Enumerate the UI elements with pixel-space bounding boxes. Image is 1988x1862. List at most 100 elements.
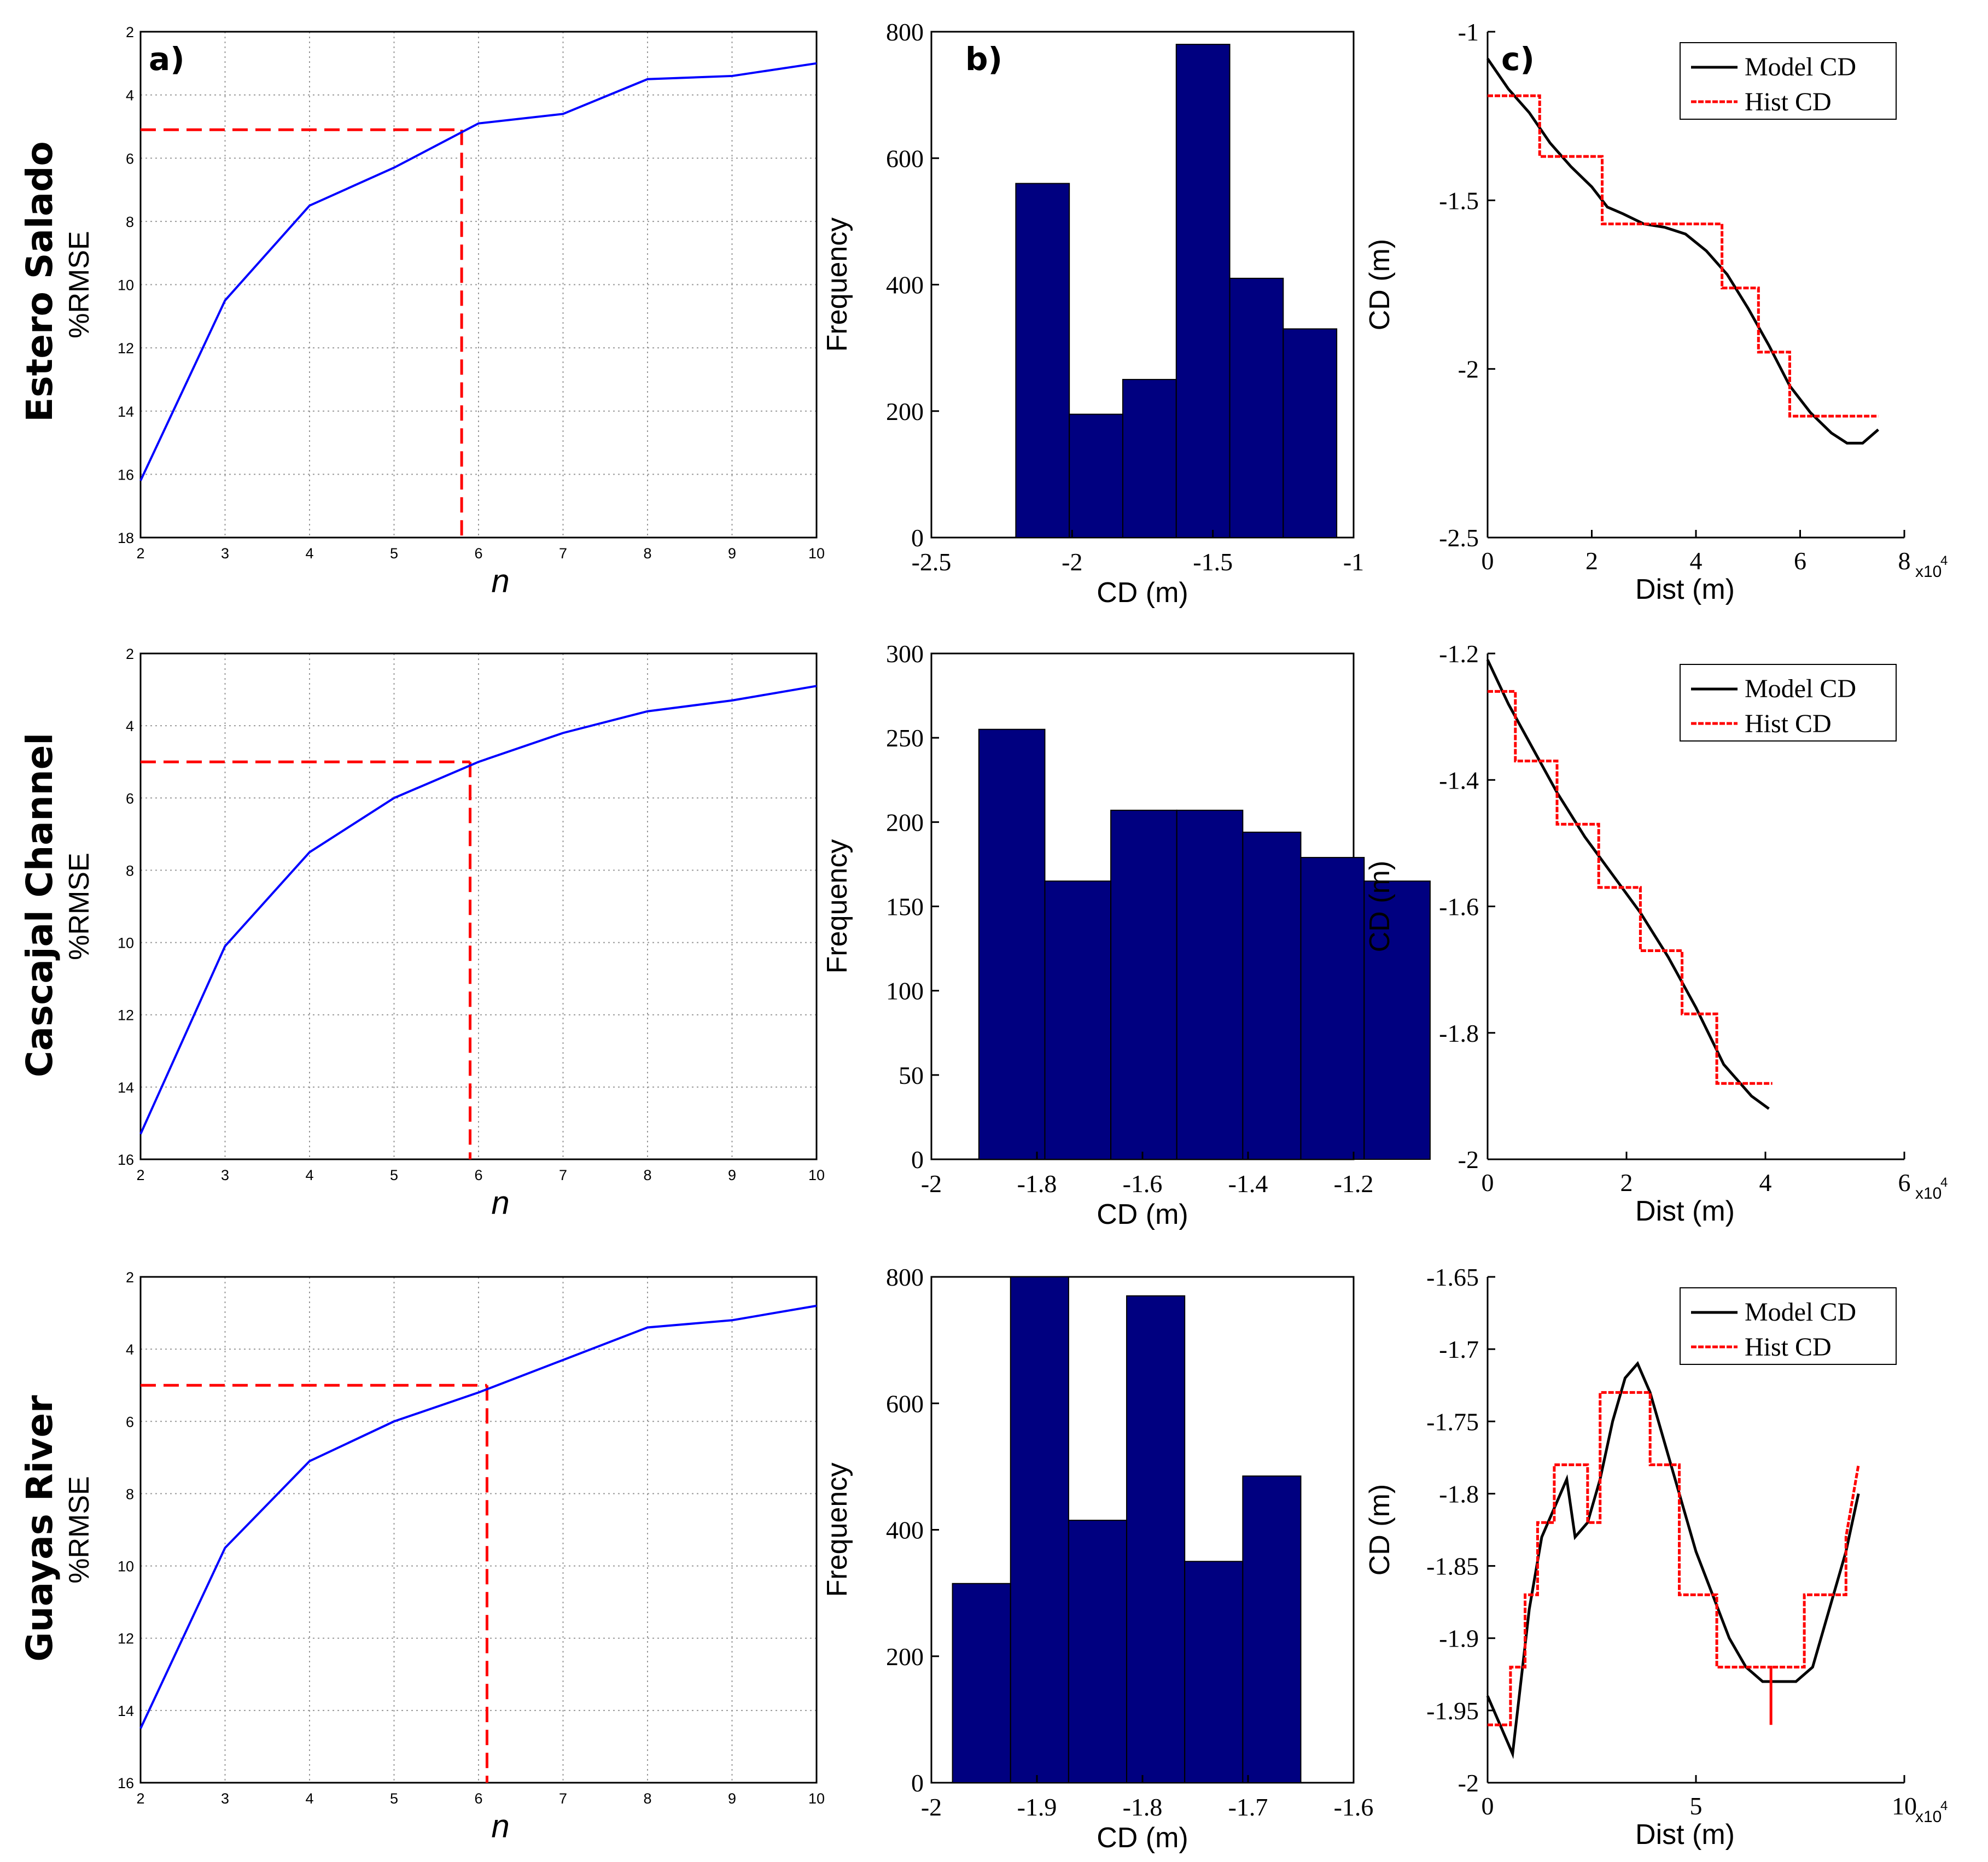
- x-tick-label: 4: [305, 1167, 313, 1183]
- x-tick-label: 10: [1892, 1792, 1917, 1820]
- x-tick-label: 0: [1482, 547, 1494, 575]
- legend-label-hist: Hist CD: [1745, 1333, 1832, 1362]
- y-tick-label: 12: [118, 1007, 134, 1024]
- model-cd-line: [1486, 1361, 1860, 1759]
- x-multiplier: x10: [1915, 1808, 1942, 1826]
- y-tick-label: 14: [118, 1079, 134, 1096]
- legend-label-hist: Hist CD: [1745, 87, 1832, 116]
- x-tick-label: 6: [1794, 547, 1806, 575]
- y-tick-label: 4: [126, 87, 134, 104]
- hist-cd-line: [1488, 1391, 1860, 1726]
- x-tick-label: 9: [728, 545, 736, 562]
- panel-tag-c: c): [1501, 40, 1535, 78]
- histogram-bar: [952, 1583, 1011, 1783]
- y-tick-label: 18: [118, 530, 134, 546]
- x-tick-label: 5: [390, 1790, 398, 1807]
- model-cd-line: [1486, 659, 1770, 1110]
- x-tick-label: 5: [390, 545, 398, 562]
- x-tick-label: -1.7: [1228, 1793, 1268, 1821]
- y-tick-label: 600: [886, 144, 924, 172]
- y-axis-label: Frequency: [821, 1463, 853, 1597]
- y-tick-label: 10: [118, 1559, 134, 1575]
- x-tick-label: 8: [643, 1167, 651, 1183]
- y-tick-label: 4: [126, 718, 134, 734]
- x-tick-label: 4: [1759, 1169, 1772, 1196]
- x-axis-label: Dist (m): [1635, 1195, 1735, 1227]
- y-axis-label: CD (m): [1364, 1484, 1396, 1576]
- y-tick-label: -1.4: [1439, 766, 1479, 794]
- y-tick-label: 8: [126, 214, 134, 230]
- y-tick-label: -1.95: [1426, 1697, 1479, 1725]
- histogram-bar: [1126, 1295, 1186, 1783]
- row-label-cascajal-channel: Cascajal Channel: [19, 733, 61, 1077]
- y-tick-label: 2: [126, 646, 134, 662]
- y-tick-label: -2: [1458, 1146, 1479, 1174]
- x-tick-label: 4: [1690, 547, 1703, 575]
- y-tick-label: 0: [911, 1769, 924, 1797]
- y-tick-label: 400: [886, 1516, 924, 1544]
- y-tick-label: 16: [118, 1152, 134, 1168]
- y-tick-label: 4: [126, 1341, 134, 1358]
- y-tick-label: -2.5: [1439, 524, 1479, 552]
- y-tick-label: 800: [886, 1263, 924, 1291]
- x-tick-label: 5: [1690, 1792, 1703, 1820]
- rmse-series-line: [139, 685, 817, 1135]
- x-tick-label: 0: [1482, 1792, 1494, 1820]
- x-tick-label: 2: [136, 1167, 144, 1183]
- y-tick-label: 2: [126, 24, 134, 40]
- x-tick-label: 3: [221, 1167, 229, 1183]
- y-tick-label: 100: [886, 977, 924, 1005]
- x-tick-label: -1.8: [1017, 1170, 1057, 1198]
- legend-label-model: Model CD: [1745, 674, 1856, 703]
- y-tick-label: -2: [1458, 355, 1479, 383]
- x-tick-label: -1.8: [1123, 1793, 1163, 1821]
- histogram-bar: [1110, 809, 1177, 1160]
- x-tick-label: 6: [474, 1167, 482, 1183]
- y-tick-label: -1.85: [1426, 1552, 1479, 1580]
- y-tick-label: 12: [118, 340, 134, 357]
- histogram-bar: [1184, 1561, 1244, 1783]
- y-tick-label: 50: [899, 1061, 924, 1089]
- row-label-guayas-river: Guayas River: [19, 1395, 61, 1662]
- hist-cd-line: [1488, 690, 1773, 1085]
- x-tick-label: 9: [728, 1790, 736, 1807]
- x-tick-label: 8: [1898, 547, 1911, 575]
- plot-frame: [139, 31, 818, 539]
- y-tick-label: -1.8: [1439, 1019, 1479, 1047]
- x-tick-label: 2: [136, 545, 144, 562]
- histogram-bar: [1242, 831, 1302, 1160]
- x-tick-label: -1: [1343, 548, 1364, 576]
- x-tick-label: 0: [1482, 1169, 1494, 1196]
- legend-box: [1680, 1287, 1897, 1365]
- x-tick-label: 7: [559, 545, 567, 562]
- histogram-bar: [1122, 378, 1177, 538]
- legend-box: [1680, 42, 1897, 120]
- x-tick-label: -1.6: [1334, 1793, 1374, 1821]
- y-axis-label: CD (m): [1364, 861, 1396, 953]
- row-label-estero-salado: Estero Salado: [19, 141, 61, 422]
- x-multiplier-exponent: 4: [1940, 1175, 1948, 1190]
- y-tick-label: -1.9: [1439, 1625, 1479, 1653]
- y-tick-label: -1.5: [1439, 186, 1479, 214]
- panel-tag-a: a): [149, 40, 185, 78]
- histogram-bar: [1363, 880, 1431, 1160]
- y-axis-label: Frequency: [821, 839, 853, 974]
- legend-label-hist: Hist CD: [1745, 709, 1832, 738]
- y-tick-label: 14: [118, 1703, 134, 1719]
- x-multiplier-exponent: 4: [1940, 1799, 1948, 1813]
- rmse-series-line: [139, 62, 817, 481]
- y-tick-label: 16: [118, 1775, 134, 1791]
- y-tick-label: 6: [126, 790, 134, 807]
- y-axis-label: %RMSE: [63, 1476, 95, 1583]
- y-tick-label: 300: [886, 640, 924, 668]
- histogram-bar: [1176, 809, 1244, 1160]
- x-axis-label: CD (m): [1097, 1199, 1188, 1230]
- x-axis-label: CD (m): [1097, 1822, 1188, 1854]
- y-tick-label: 800: [886, 18, 924, 46]
- x-tick-label: 3: [221, 1790, 229, 1807]
- y-tick-label: 200: [886, 808, 924, 836]
- x-tick-label: 7: [559, 1790, 567, 1807]
- histogram-bar: [978, 728, 1046, 1160]
- y-tick-label: 0: [911, 1146, 924, 1174]
